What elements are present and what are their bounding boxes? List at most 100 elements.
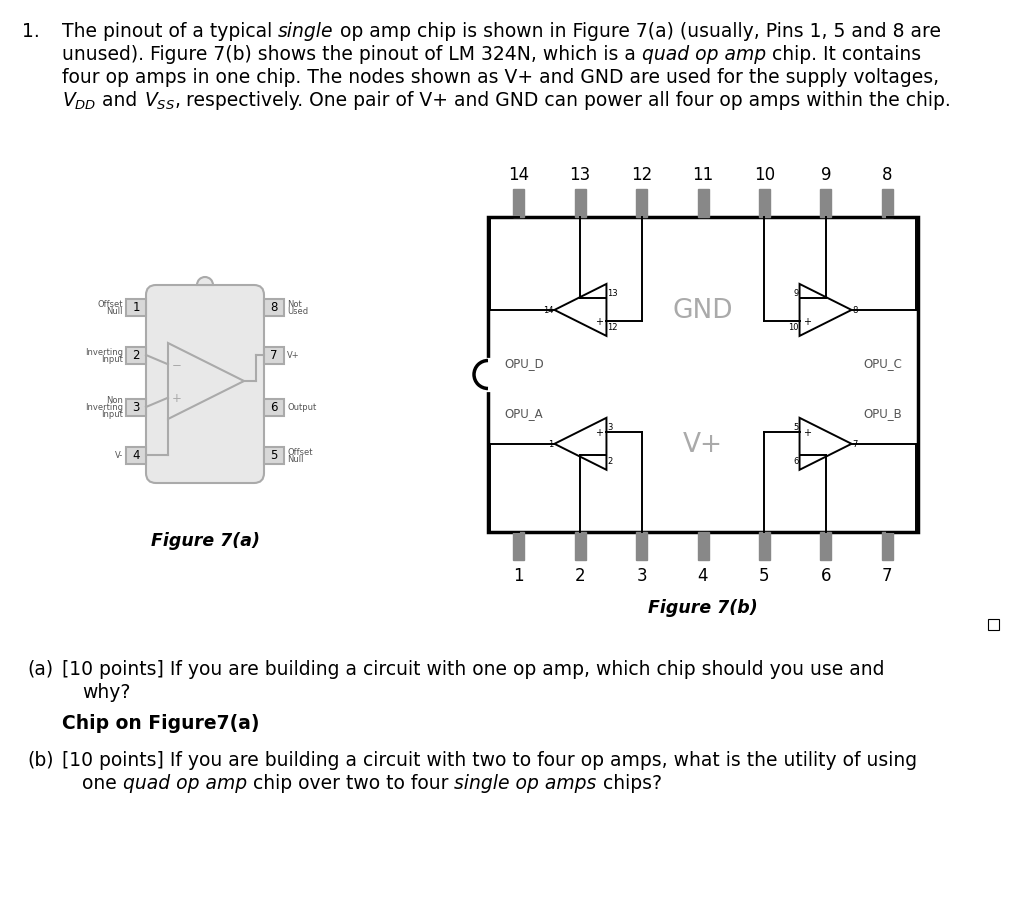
Text: quad op amp: quad op amp <box>123 773 247 792</box>
Text: 4: 4 <box>697 566 709 584</box>
Text: and: and <box>96 91 143 110</box>
Text: 5: 5 <box>270 449 278 462</box>
FancyBboxPatch shape <box>146 286 264 483</box>
Text: chip. It contains: chip. It contains <box>766 45 922 64</box>
Text: respectively. One pair of V+ and GND can power all four op amps within the chip.: respectively. One pair of V+ and GND can… <box>180 91 950 110</box>
Bar <box>264 299 284 316</box>
Text: 2: 2 <box>607 456 612 465</box>
Text: op amp chip is shown in Figure 7(a) (usually, Pins 1, 5 and 8 are: op amp chip is shown in Figure 7(a) (usu… <box>334 22 941 41</box>
Text: 7: 7 <box>853 440 858 449</box>
Text: 13: 13 <box>569 166 591 184</box>
Bar <box>126 399 146 416</box>
Bar <box>264 399 284 416</box>
Text: Inverting: Inverting <box>85 347 123 356</box>
Text: single: single <box>279 22 334 41</box>
Bar <box>574 532 586 560</box>
Bar <box>759 532 770 560</box>
Text: 2: 2 <box>574 566 586 584</box>
Text: 5: 5 <box>759 566 770 584</box>
Bar <box>820 189 831 217</box>
Text: −: − <box>803 451 811 461</box>
Text: 3: 3 <box>607 423 613 432</box>
Text: 9: 9 <box>820 166 831 184</box>
Text: Non: Non <box>106 396 123 405</box>
Bar <box>488 217 918 532</box>
Text: one: one <box>82 773 123 792</box>
Text: [10 points] If you are building a circuit with one op amp, which chip should you: [10 points] If you are building a circui… <box>62 659 885 678</box>
Bar <box>759 189 770 217</box>
Text: chip over two to four: chip over two to four <box>247 773 455 792</box>
Text: Used: Used <box>287 307 308 316</box>
Text: 8: 8 <box>270 301 278 314</box>
Text: Figure 7(b): Figure 7(b) <box>648 598 758 616</box>
Text: quad op amp: quad op amp <box>642 45 766 64</box>
Wedge shape <box>197 278 213 286</box>
Text: −: − <box>595 294 603 304</box>
Text: OPU_C: OPU_C <box>863 356 902 369</box>
Bar <box>697 189 709 217</box>
Text: Not: Not <box>287 299 302 308</box>
Text: −: − <box>803 294 811 304</box>
Text: 8: 8 <box>882 166 893 184</box>
Text: (b): (b) <box>27 750 53 769</box>
Bar <box>636 532 647 560</box>
Text: 8: 8 <box>853 306 858 315</box>
Text: 6: 6 <box>270 401 278 414</box>
Text: why?: why? <box>82 682 130 701</box>
Text: 13: 13 <box>607 290 618 299</box>
Text: 6: 6 <box>820 566 831 584</box>
Text: 1: 1 <box>513 566 524 584</box>
Bar <box>264 347 284 364</box>
Text: 10: 10 <box>754 166 775 184</box>
Bar <box>513 532 524 560</box>
Text: 11: 11 <box>692 166 714 184</box>
Bar <box>882 532 893 560</box>
Text: 12: 12 <box>631 166 652 184</box>
Text: −: − <box>595 451 603 461</box>
Text: OPU_A: OPU_A <box>504 407 543 419</box>
Text: four op amps in one chip. The nodes shown as V+ and GND are used for the supply : four op amps in one chip. The nodes show… <box>62 68 939 87</box>
Text: 12: 12 <box>607 323 618 332</box>
Text: (a): (a) <box>27 659 53 678</box>
Text: V+: V+ <box>683 431 723 457</box>
Text: 7: 7 <box>270 349 278 362</box>
Text: The pinout of a typical: The pinout of a typical <box>62 22 279 41</box>
Text: 14: 14 <box>508 166 529 184</box>
Text: 7: 7 <box>882 566 893 584</box>
Text: Inverting: Inverting <box>85 403 123 412</box>
Text: 10: 10 <box>788 323 799 332</box>
Text: Offset: Offset <box>287 447 312 456</box>
Text: Offset: Offset <box>97 299 123 308</box>
Text: 6: 6 <box>794 456 799 465</box>
Text: +: + <box>172 391 182 405</box>
Bar <box>126 299 146 316</box>
Text: 5: 5 <box>794 423 799 432</box>
Text: OPU_B: OPU_B <box>863 407 902 419</box>
Bar <box>264 447 284 464</box>
Bar <box>126 447 146 464</box>
Bar <box>988 620 999 630</box>
Text: 2: 2 <box>132 349 139 362</box>
Bar <box>697 532 709 560</box>
Text: Chip on Figure7(a): Chip on Figure7(a) <box>62 713 259 732</box>
Text: +: + <box>804 317 811 327</box>
Text: 14: 14 <box>543 306 553 315</box>
Text: 9: 9 <box>794 290 799 299</box>
Text: $V_{SS}$,: $V_{SS}$, <box>143 91 180 112</box>
Text: 1.: 1. <box>22 22 40 41</box>
Text: Output: Output <box>287 403 316 412</box>
Text: V-: V- <box>115 451 123 460</box>
Bar <box>513 189 524 217</box>
Text: Null: Null <box>287 455 303 464</box>
Bar <box>636 189 647 217</box>
Text: single op amps: single op amps <box>455 773 597 792</box>
Text: unused). Figure 7(b) shows the pinout of LM 324N, which is a: unused). Figure 7(b) shows the pinout of… <box>62 45 642 64</box>
Text: Figure 7(a): Figure 7(a) <box>151 531 259 549</box>
Text: 1: 1 <box>132 301 139 314</box>
Text: +: + <box>804 428 811 437</box>
Text: 4: 4 <box>132 449 139 462</box>
Text: V+: V+ <box>287 351 300 360</box>
Text: GND: GND <box>673 298 733 324</box>
Text: Input: Input <box>101 354 123 364</box>
Bar <box>574 189 586 217</box>
